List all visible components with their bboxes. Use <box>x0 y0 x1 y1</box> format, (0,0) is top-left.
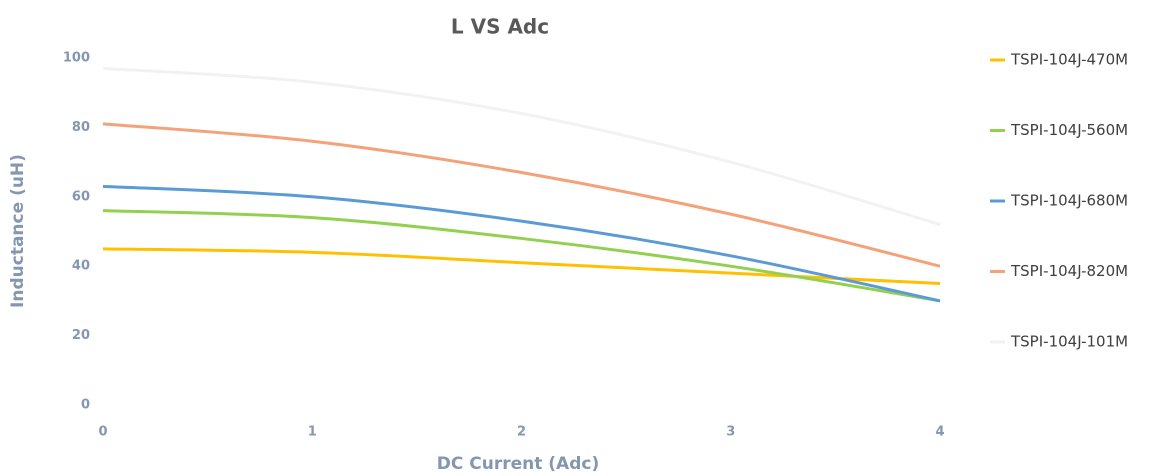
y-tick-label: 0 <box>81 398 90 413</box>
x-tick-label: 4 <box>935 425 944 440</box>
series-line <box>102 184 941 303</box>
series-line <box>102 209 941 303</box>
x-tick-label: 1 <box>308 425 317 440</box>
series-line <box>102 66 941 226</box>
y-tick-label: 20 <box>72 328 90 343</box>
x-tick-label: 2 <box>517 425 526 440</box>
legend-label: TSPI-104J-680M <box>1010 192 1128 210</box>
y-tick-label: 80 <box>72 120 90 135</box>
legend-label: TSPI-104J-820M <box>1010 262 1128 280</box>
y-tick-label: 40 <box>72 259 90 274</box>
legend-label: TSPI-104J-101M <box>1010 333 1128 351</box>
x-tick-label: 3 <box>726 425 735 440</box>
y-axis-label: Inductance (uH) <box>8 154 28 308</box>
y-tick-label: 60 <box>72 189 90 204</box>
legend-label: TSPI-104J-470M <box>1010 51 1128 69</box>
y-tick-label: 100 <box>63 51 90 66</box>
x-tick-label: 0 <box>98 425 107 440</box>
chart-title: L VS Adc <box>451 15 549 39</box>
x-axis-label: DC Current (Adc) <box>437 454 599 474</box>
series-line <box>102 122 941 268</box>
legend-label: TSPI-104J-560M <box>1010 121 1128 139</box>
